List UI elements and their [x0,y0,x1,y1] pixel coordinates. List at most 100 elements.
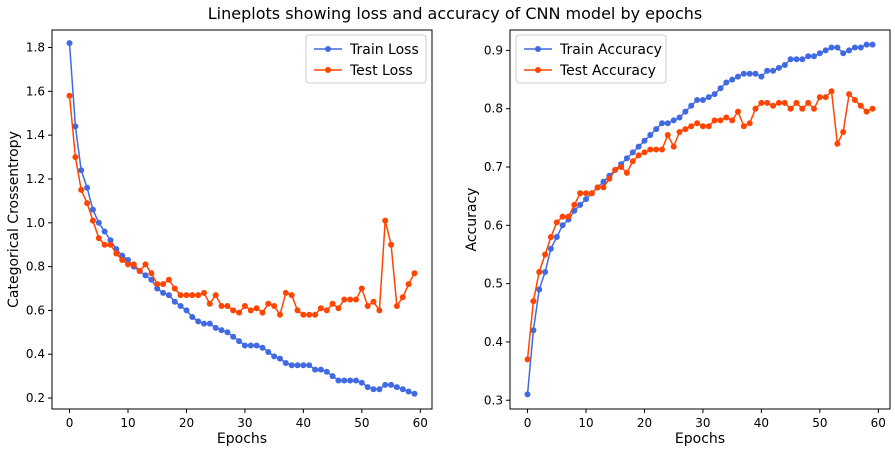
loss-data-point [142,272,149,279]
accuracy-data-point [816,94,823,101]
loss-data-point [323,368,330,375]
accuracy-data-point [834,140,841,147]
loss-data-point [189,292,196,299]
loss-data-point [119,257,126,263]
loss-data-point [358,285,365,292]
loss-data-point [353,296,359,303]
loss-x-tick-label: 40 [296,416,311,430]
accuracy-data-point [547,245,554,252]
loss-data-point [171,285,178,292]
accuracy-data-point [752,105,759,112]
accuracy-data-point [746,120,753,127]
accuracy-y-tick-label: 0.6 [484,218,503,232]
accuracy-data-point [851,44,858,51]
loss-data-point [218,303,225,309]
accuracy-data-point [530,298,537,305]
loss-x-tick-label: 60 [413,416,428,430]
loss-data-point [282,360,289,366]
loss-data-point [399,386,406,393]
loss-data-point [393,303,400,309]
loss-data-point [405,281,412,288]
loss-data-point [125,257,131,263]
loss-data-point [230,307,237,314]
loss-data-point [347,296,354,303]
accuracy-data-point [583,196,589,203]
accuracy-data-point [735,108,741,115]
loss-data-point [66,92,73,99]
accuracy-data-point [711,91,718,98]
loss-data-point [317,305,324,312]
accuracy-data-point [799,105,806,112]
accuracy-data-point [635,143,642,150]
accuracy-x-tick-label: 40 [754,416,769,430]
accuracy-series-test [524,88,876,363]
loss-data-point [89,217,96,224]
accuracy-data-point [863,108,870,115]
loss-data-point [224,329,231,336]
accuracy-y-tick-label: 0.7 [484,160,503,174]
accuracy-y-axis-label: Accuracy [464,188,480,252]
accuracy-data-point [857,44,864,51]
accuracy-data-point [659,146,665,153]
accuracy-data-point [805,99,812,106]
loss-y-tick-label: 1.4 [26,128,45,142]
loss-data-point [154,285,161,292]
loss-chart: 0 10 20 30 40 50 60 0.2 0.4 0.6 0.8 1.0 1.2 1.4 1.6 1.8… [6,29,433,447]
accuracy-data-point [857,102,864,109]
accuracy-data-point [594,184,601,191]
accuracy-x-tick-label: 30 [695,416,710,430]
loss-data-point [72,123,79,130]
loss-data-point [78,167,85,174]
accuracy-x-tick-label: 50 [812,416,827,430]
accuracy-data-point [758,73,765,80]
loss-data-point [89,206,96,213]
loss-data-point [341,296,348,303]
loss-data-point [247,307,254,314]
loss-series-line [68,95,416,317]
accuracy-data-point [629,158,636,165]
loss-data-point [101,228,108,235]
accuracy-data-point [641,149,648,156]
accuracy-data-point [787,56,794,63]
accuracy-data-point [670,143,677,150]
accuracy-data-point [717,85,724,92]
loss-data-point [277,355,283,362]
loss-data-point [201,320,207,327]
accuracy-x-tick-label: 10 [578,416,593,430]
loss-x-tick-label: 10 [120,416,135,430]
loss-data-point [306,362,313,369]
loss-data-point [130,261,137,268]
loss-data-point [212,324,219,331]
accuracy-data-point [699,97,706,103]
accuracy-data-point [811,105,817,112]
loss-data-point [201,289,207,296]
loss-data-point [165,292,172,299]
accuracy-data-point [828,44,835,51]
accuracy-data-point [770,67,777,74]
accuracy-data-point [805,53,812,60]
accuracy-data-point [758,99,765,106]
accuracy-data-point [694,97,701,103]
accuracy-x-tick-label: 0 [524,416,532,430]
accuracy-data-point [793,99,800,106]
loss-series-test [66,92,418,318]
loss-data-point [241,303,248,309]
accuracy-data-point [553,234,560,240]
loss-data-point [411,390,418,397]
loss-data-point [370,386,377,393]
loss-data-point [218,327,225,334]
loss-data-point [399,294,406,301]
accuracy-series-line [526,89,873,360]
loss-data-point [265,300,272,307]
loss-data-point [189,314,196,320]
accuracy-data-point [735,73,741,80]
loss-data-point [136,268,143,274]
loss-data-point [84,200,91,207]
loss-y-tick-label: 1.8 [26,41,45,55]
accuracy-data-point [653,126,660,133]
accuracy-x-tick-label: 20 [637,416,652,430]
loss-legend-label: Train Loss [349,42,419,58]
loss-data-point [247,342,254,349]
accuracy-data-point [811,53,817,60]
loss-data-point [358,379,365,386]
